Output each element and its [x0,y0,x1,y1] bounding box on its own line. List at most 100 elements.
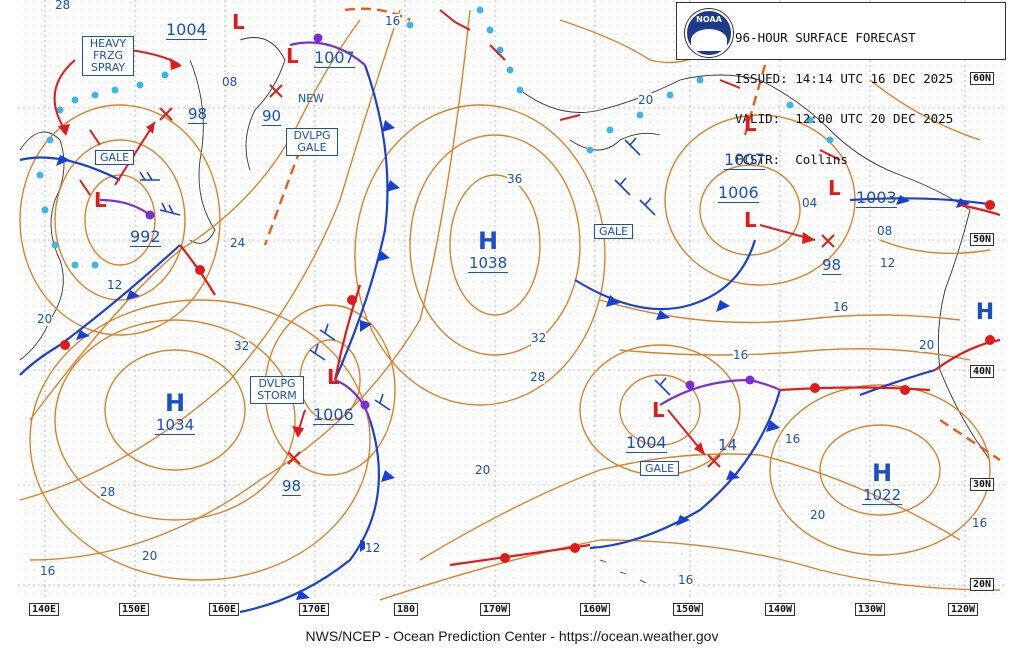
low-pressure-value: 1004 [626,433,667,453]
isobar-label: 12 [365,541,381,555]
low-pressure-value: 992 [130,227,161,247]
high-symbol: H [872,459,893,487]
low-center: L [286,44,299,68]
low-center: L [327,365,340,389]
cold-front-triangles [56,120,970,600]
lat-label: 40N [970,365,995,378]
warning-gale: GALE [640,461,680,476]
isobar-label: 32 [234,339,250,353]
low-center: L [744,112,757,136]
isobar-label: 24 [230,236,246,250]
noaa-logo: NOAA [685,9,733,57]
warning-dvlpg-storm: DVLPG STORM [250,376,304,404]
low-pressure-value: 1006 [718,183,759,203]
warning-gale: GALE [95,150,135,165]
high-pressure-value: 1038 [468,254,509,273]
low-pressure-value: 1006 [313,405,354,425]
isobar-label: 16 [833,300,849,314]
forecast-position-value: 90 [262,107,282,126]
valid-time: VALID: 12:00 UTC 20 DEC 2025 [735,111,954,126]
isobar-label: 08 [877,224,893,238]
isobar-label: 16 [678,573,694,587]
footer-credit: NWS/NCEP - Ocean Prediction Center - htt… [305,628,719,644]
isobar-label: 20 [37,312,53,326]
isobar-label: 20 [919,338,935,352]
low-center: L [232,10,245,34]
high-pressure-value: 1022 [862,486,903,505]
forecaster: FCSTR: Collins [735,151,848,167]
lat-label: 60N [970,72,995,85]
forecast-x-marks [159,84,835,468]
header-box: NOAA 96-HOUR SURFACE FORECAST ISSUED: 14… [676,2,1006,166]
occluded-front-symbols [145,33,755,410]
low-pressure-value: 1004 [166,20,207,40]
low-center: L [652,398,665,422]
lat-label: 20N [970,578,995,591]
low-center: L [744,208,757,232]
isobar-label: 08 [222,75,238,89]
high-symbol: H [165,389,186,417]
high-1034: H 1034 [155,389,196,435]
ice-edge [79,9,841,196]
lon-label: 120W [948,603,979,616]
high-east: H [970,300,1000,326]
isobar-label: 16 [972,516,988,530]
noaa-logo-text: NOAA [696,15,722,24]
isobar-label: 20 [638,93,654,107]
lon-label: 150W [673,603,704,616]
isobar-label: 16 [733,348,749,362]
low-pressure-value: 1007 [724,150,765,170]
isobar-label: 16 [385,14,401,28]
annotation-new: NEW [298,92,325,105]
isobar-label: 20 [475,463,491,477]
isobar-label: 12 [880,256,896,270]
lon-label: 180 [394,603,419,616]
high-1022: H 1022 [862,459,903,505]
isobar-label: 04 [802,196,818,210]
low-center: L [94,188,107,212]
high-1038: H 1038 [468,227,509,273]
low-pressure-value: 1007 [314,48,355,68]
lon-label: 170E [299,603,330,616]
isobar-label: 16 [40,564,56,578]
isobar-label: 16 [785,432,801,446]
isobar-label: 20 [810,508,826,522]
lat-label: 30N [970,478,995,491]
troughs [263,7,1001,461]
lon-label: 130W [855,603,886,616]
forecast-position-value: 98 [188,105,208,124]
lon-label: 160E [209,603,240,616]
isobar-label: 36 [507,172,523,186]
forecast-title: 96-HOUR SURFACE FORECAST [735,30,916,45]
isobar-label: 12 [107,278,123,292]
arrow-heads [58,58,815,455]
low-pressure-value: 1003 [856,188,897,208]
warning-gale: GALE [594,224,634,239]
wind-barbs [139,137,671,411]
warning-dvlpg-gale: DVLPG GALE [286,128,338,156]
issued-time: ISSUED: 14:14 UTC 16 DEC 2025 [735,70,954,86]
high-symbol: H [478,227,499,255]
isobar-label: 32 [531,331,547,345]
lon-label: 140E [29,603,60,616]
lat-lon-grid [18,0,1006,600]
isobar-label: 28 [55,0,71,12]
isobar-label: 28 [100,485,116,499]
isobar-label: 20 [142,549,158,563]
forecast-position-value: 98 [822,256,842,275]
high-symbol: H [975,300,995,325]
warning-heavy-frzg-spray: HEAVY FRZG SPRAY [82,36,134,76]
forecast-position-value: 98 [282,477,302,496]
lon-label: 140W [765,603,796,616]
isobar-label: 28 [530,370,546,384]
forecast-position-value: 14 [718,436,738,454]
low-center: L [828,176,841,200]
lon-label: 150E [119,603,150,616]
warm-front-semicircles [60,200,995,563]
high-pressure-value: 1034 [155,416,196,435]
lon-label: 160W [580,603,611,616]
freezing-spray-area [36,6,834,269]
lat-label: 50N [970,233,995,246]
cold-fronts [19,64,996,614]
lon-label: 170W [480,603,511,616]
